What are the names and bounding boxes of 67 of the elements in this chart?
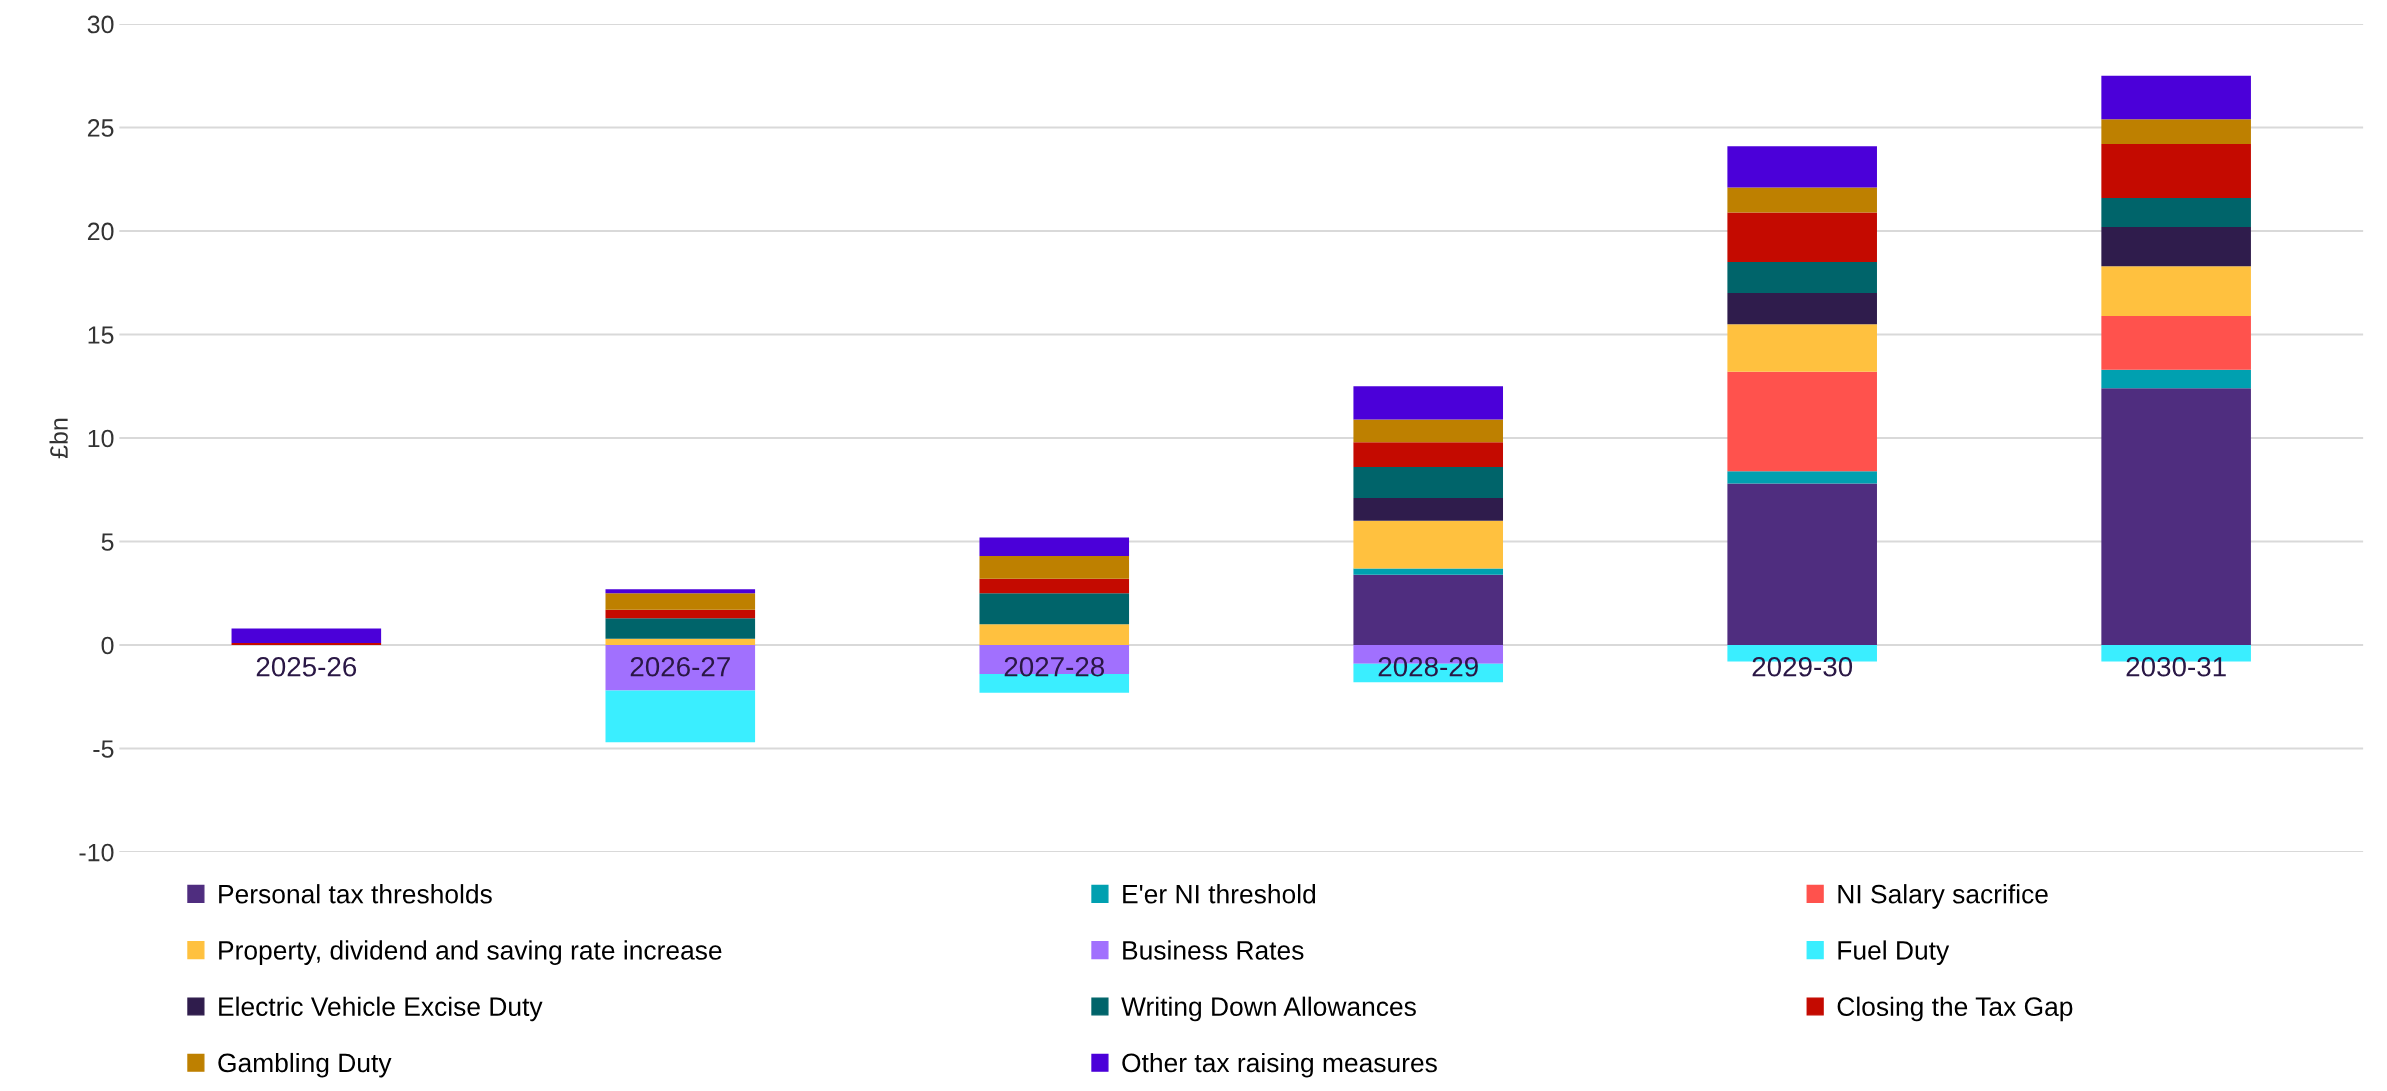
x-tick-label: 2026-27	[630, 656, 730, 677]
bar	[1353, 467, 1504, 499]
bar	[1727, 187, 1877, 213]
bar	[605, 645, 756, 691]
bar	[2101, 315, 2251, 370]
x-tick-label: 2030-31	[2126, 656, 2226, 677]
bar	[605, 609, 756, 619]
legend-label: Writing Down Allowances	[1121, 996, 1416, 1022]
bar	[1727, 212, 1877, 263]
bar	[1727, 262, 1877, 294]
bar	[231, 642, 382, 646]
x-tick-label: 2027-28	[1004, 656, 1105, 677]
bar	[605, 589, 756, 594]
bar	[1353, 498, 1504, 521]
y-axis-title: £bn	[49, 418, 68, 459]
bar	[1727, 483, 1877, 646]
bar	[2101, 388, 2251, 646]
legend-label: Personal tax thresholds	[219, 884, 492, 904]
y-tick-label: 5	[101, 533, 114, 551]
bar	[979, 556, 1130, 579]
legend-label: Other tax raising measures	[1122, 1052, 1437, 1078]
x-tick-label: 2025-26	[256, 656, 357, 677]
legend-label: NI Salary sacrifice	[1838, 884, 2048, 909]
bar	[2101, 119, 2251, 145]
y-tick-label: 0	[101, 636, 114, 655]
x-tick-label: 2029-30	[1752, 656, 1853, 677]
legend-label: Fuel Duty	[1838, 940, 1950, 965]
bar	[2101, 144, 2251, 198]
bar	[2101, 369, 2251, 389]
bar	[2101, 197, 2251, 227]
y-tick-label: 20	[87, 222, 114, 241]
bar	[1353, 442, 1504, 468]
bar	[605, 593, 756, 610]
bar	[979, 593, 1130, 625]
bar	[605, 618, 756, 639]
legend-label: Electric Vehicle Excise Duty	[219, 996, 543, 1022]
bar	[605, 638, 756, 646]
bar	[979, 578, 1130, 594]
y-tick-label: 30	[87, 15, 114, 34]
legend-label: Property, dividend and saving rate increase	[219, 940, 722, 965]
bar	[979, 624, 1130, 646]
bar	[1353, 386, 1504, 420]
bar	[1727, 324, 1877, 372]
y-tick-label: -10	[79, 843, 114, 862]
y-tick-label: 10	[88, 429, 114, 448]
bar	[1727, 371, 1877, 472]
legend-label: Gambling Duty	[218, 1052, 392, 1078]
bar	[605, 690, 756, 743]
legend-label: Business Rates	[1123, 940, 1304, 960]
bar	[1727, 471, 1877, 484]
bar	[1727, 293, 1877, 325]
bar	[979, 645, 1130, 675]
bar	[2101, 226, 2251, 267]
y-tick-label: -5	[93, 740, 114, 758]
bar	[2101, 75, 2251, 120]
y-tick-label: 25	[87, 119, 114, 137]
bar	[979, 537, 1130, 557]
bar	[2101, 266, 2251, 316]
legend-label: Closing the Tax Gap	[1837, 996, 2073, 1022]
bar	[1353, 568, 1504, 575]
bar	[1727, 146, 1877, 188]
bar	[1353, 419, 1504, 443]
legend-label: E'er NI threshold	[1123, 884, 1316, 904]
bar	[1353, 574, 1504, 646]
y-tick-label: 15	[88, 326, 114, 344]
bar	[231, 628, 382, 643]
bar	[1353, 520, 1504, 569]
